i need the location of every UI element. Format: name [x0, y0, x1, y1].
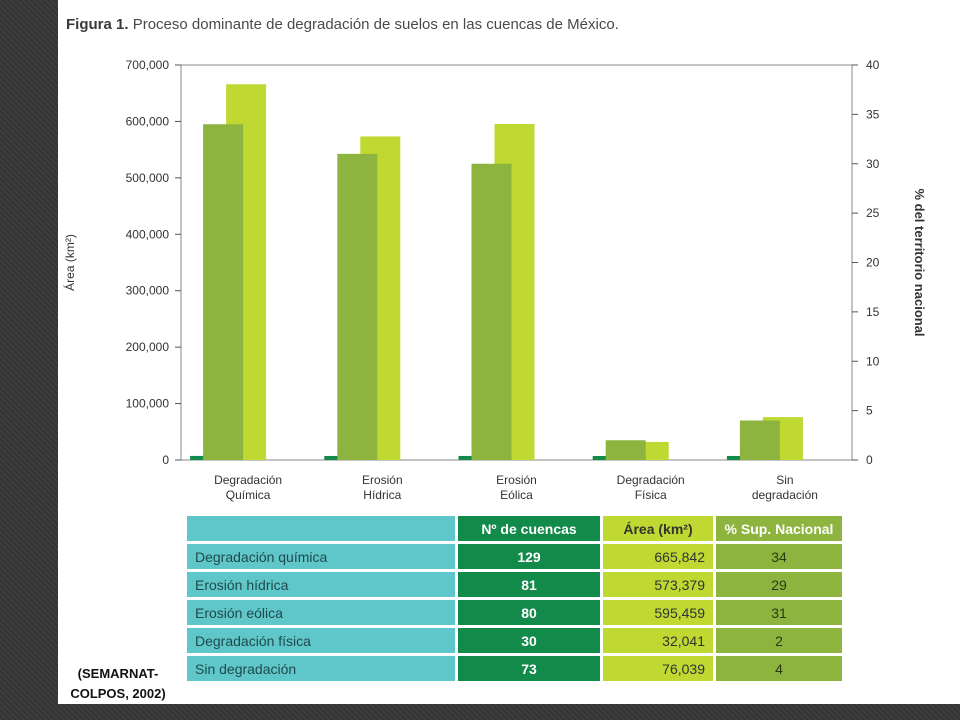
y-tick-label: 700,000: [126, 58, 170, 72]
header-blank-cell: [187, 516, 455, 541]
bar-chart: 0 100,000 200,000 300,000 400,000 500,000 600,…: [62, 58, 927, 502]
header-pct: % Sup. Nacional: [716, 516, 842, 541]
figure-title-text: Proceso dominante de degradación de suel…: [132, 16, 619, 33]
y-tick-label: 500,000: [126, 171, 170, 185]
cell-area: 76,039: [603, 656, 713, 681]
header-cuencas: Nº de cuencas: [458, 516, 600, 541]
cell-pct: 31: [716, 600, 842, 625]
category-label: Degradación: [214, 473, 282, 487]
y2-tick-label: 40: [866, 58, 880, 72]
category-label: Eólica: [500, 488, 533, 502]
bar-pct: [471, 163, 512, 460]
table-row: Degradación química 129 665,842 34: [187, 544, 842, 569]
cell-pct: 2: [716, 628, 842, 653]
y2-tick-label: 10: [866, 354, 880, 368]
cell-cuencas: 129: [458, 544, 600, 569]
category-label: Química: [226, 488, 271, 502]
cell-cuencas: 81: [458, 572, 600, 597]
category-label: Degradación: [617, 473, 685, 487]
row-label: Degradación física: [187, 628, 455, 653]
table-header-row: Nº de cuencas Área (km²) % Sup. Nacional: [187, 516, 842, 541]
table-row: Degradación física 30 32,041 2: [187, 628, 842, 653]
category-label: Física: [635, 488, 667, 502]
figure-title: Figura 1. Proceso dominante de degradaci…: [66, 16, 619, 33]
category-label: Hídrica: [363, 488, 401, 502]
category-label: degradación: [752, 488, 818, 502]
cell-area: 573,379: [603, 572, 713, 597]
y2-tick-label: 30: [866, 157, 880, 171]
category-label: Erosión: [496, 473, 537, 487]
category-label: Erosión: [362, 473, 403, 487]
cell-pct: 29: [716, 572, 842, 597]
source-citation: (SEMARNAT- COLPOS, 2002): [58, 664, 178, 704]
cell-area: 665,842: [603, 544, 713, 569]
row-label: Sin degradación: [187, 656, 455, 681]
bar-pct: [337, 153, 378, 460]
table-row: Sin degradación 73 76,039 4: [187, 656, 842, 681]
bar-pct: [605, 440, 646, 460]
y-tick-label: 100,000: [126, 397, 170, 411]
bar-pct: [203, 124, 244, 460]
y2-tick-label: 15: [866, 305, 880, 319]
cell-area: 595,459: [603, 600, 713, 625]
row-label: Erosión hídrica: [187, 572, 455, 597]
y2-tick-label: 0: [866, 453, 873, 467]
cell-cuencas: 80: [458, 600, 600, 625]
y2-tick-label: 25: [866, 206, 880, 220]
table-row: Erosión hídrica 81 573,379 29: [187, 572, 842, 597]
y-tick-label: 0: [162, 453, 169, 467]
y-tick-label: 600,000: [126, 114, 170, 128]
y2-tick-label: 20: [866, 256, 880, 270]
y2-axis-title: % del territorio nacional: [912, 188, 927, 336]
header-area: Área (km²): [603, 516, 713, 541]
y-tick-label: 400,000: [126, 227, 170, 241]
cell-pct: 34: [716, 544, 842, 569]
cell-cuencas: 30: [458, 628, 600, 653]
row-label: Degradación química: [187, 544, 455, 569]
source-line: (SEMARNAT-: [77, 666, 159, 681]
cell-area: 32,041: [603, 628, 713, 653]
category-label: Sin: [776, 473, 793, 487]
y-tick-label: 200,000: [126, 340, 170, 354]
y-tick-label: 300,000: [126, 284, 170, 298]
row-label: Erosión eólica: [187, 600, 455, 625]
source-line: COLPOS, 2002): [70, 686, 166, 701]
y2-tick-label: 5: [866, 404, 873, 418]
cell-cuencas: 73: [458, 656, 600, 681]
y2-tick-label: 35: [866, 107, 880, 121]
slide: Figura 1. Proceso dominante de degradaci…: [58, 0, 960, 704]
data-table: Nº de cuencas Área (km²) % Sup. Nacional…: [184, 513, 845, 684]
bar-pct: [739, 420, 780, 460]
figure-label: Figura 1.: [66, 16, 129, 33]
y-axis-title: Área (km²): [62, 234, 77, 291]
table-row: Erosión eólica 80 595,459 31: [187, 600, 842, 625]
cell-pct: 4: [716, 656, 842, 681]
